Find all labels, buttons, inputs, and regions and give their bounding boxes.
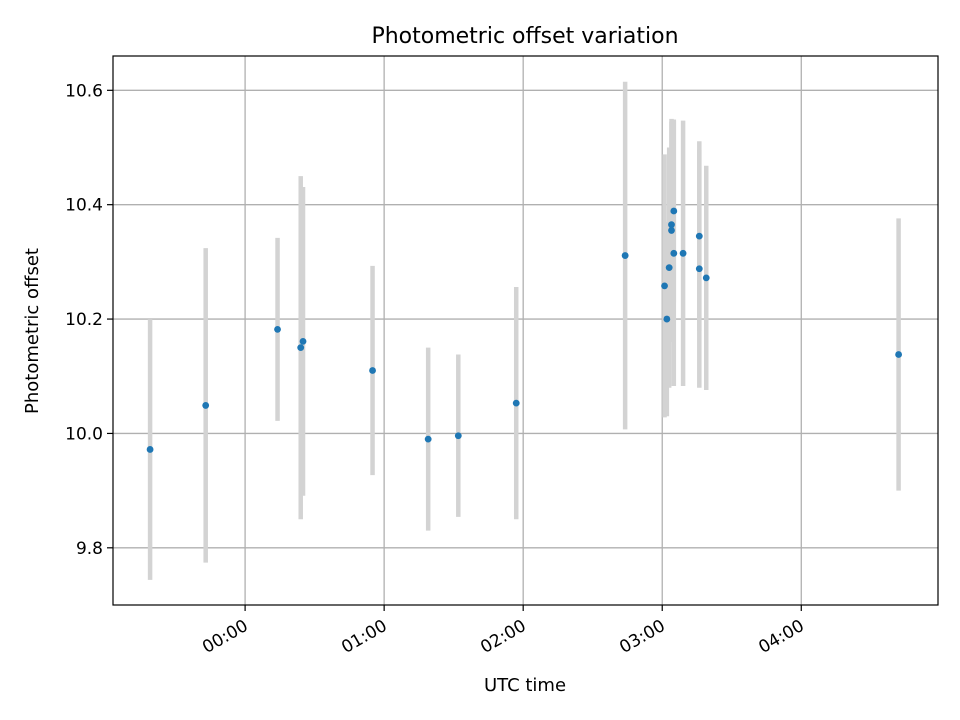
- data-point: [424, 435, 432, 443]
- y-axis-label: Photometric offset: [22, 248, 43, 414]
- data-point: [695, 265, 703, 273]
- x-axis-label: UTC time: [484, 675, 566, 696]
- data-point: [621, 252, 629, 259]
- data-point: [512, 399, 520, 407]
- data-point: [679, 249, 687, 257]
- data-point: [668, 221, 675, 229]
- data-point: [661, 282, 668, 290]
- data-point: [202, 402, 210, 409]
- y-tick-label: 10.6: [65, 81, 103, 101]
- y-tick-label: 9.8: [76, 539, 103, 559]
- data-point: [274, 325, 281, 333]
- data-point: [299, 337, 307, 345]
- data-point: [702, 274, 710, 282]
- data-points: [146, 207, 903, 453]
- plot-frame: [112, 55, 939, 606]
- chart-title: Photometric offset variation: [371, 24, 678, 49]
- data-point: [146, 446, 154, 453]
- data-point: [665, 264, 673, 271]
- data-point: [670, 207, 678, 215]
- data-point: [297, 344, 305, 352]
- y-tick-label: 10.4: [65, 196, 103, 216]
- data-point: [663, 315, 671, 323]
- data-point: [895, 351, 903, 358]
- y-tick-label: 10.2: [65, 310, 103, 330]
- data-point: [668, 227, 675, 234]
- data-point: [670, 249, 678, 257]
- grid-lines: [113, 56, 938, 605]
- data-point: [369, 367, 376, 374]
- data-point: [454, 432, 462, 440]
- y-tick-label: 10.0: [65, 424, 103, 444]
- data-point: [695, 232, 703, 240]
